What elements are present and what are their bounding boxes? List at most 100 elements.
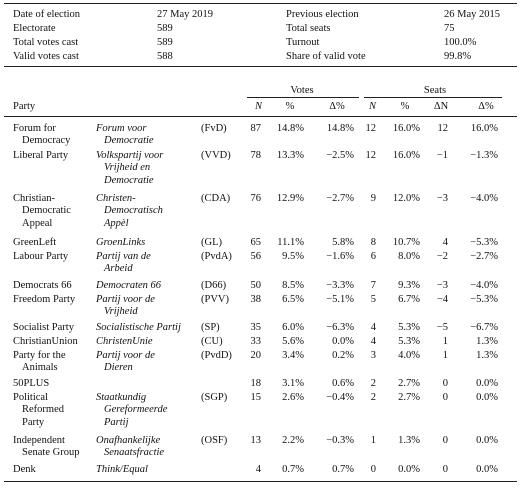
party-name: 50PLUS	[13, 378, 50, 389]
seats-percent: 2.7%	[398, 392, 420, 403]
native-party-name: Onafhankelijke	[96, 435, 161, 446]
party-abbreviation: (PvdD)	[201, 350, 232, 361]
seats-n: 4	[370, 336, 376, 347]
seats-percent: 0.0%	[398, 464, 420, 475]
summary-label: Total votes cast	[13, 37, 79, 48]
seats-change-percent: −5.3%	[470, 294, 498, 305]
seats-change-percent: 0.0%	[476, 435, 498, 446]
party-name: Freedom Party	[13, 294, 76, 305]
seats-change-percent: −5.3%	[470, 237, 498, 248]
votes-percent: 0.7%	[282, 464, 304, 475]
party-name: Democracy	[22, 135, 71, 147]
native-party-name: Gereformeerde	[104, 404, 168, 416]
seats-change-n: 4	[442, 237, 448, 248]
party-name: Senate Group	[22, 447, 80, 459]
votes-change: −0.3%	[326, 435, 354, 446]
party-abbreviation: (VVD)	[201, 150, 231, 161]
votes-percent: 6.0%	[282, 322, 304, 333]
party-name: Democratic	[22, 205, 71, 217]
seats-percent: 16.0%	[392, 150, 420, 161]
native-party-name: Volkspartij voor	[96, 150, 164, 161]
summary-label: Date of election	[13, 9, 81, 20]
votes-n: 50	[250, 280, 262, 291]
votes-n: 65	[250, 237, 262, 248]
native-party-name: ChristenUnie	[96, 336, 153, 347]
summary-label: Share of valid vote	[286, 51, 366, 62]
seats-group-rule	[364, 97, 502, 98]
party-name: Liberal Party	[13, 150, 69, 161]
votes-change: 14.8%	[326, 123, 354, 134]
party-name: Animals	[22, 362, 58, 374]
party-name: Party	[22, 416, 45, 428]
votes-n: 15	[250, 392, 262, 403]
seats-n: 8	[370, 237, 376, 248]
votes-change: −2.7%	[326, 193, 354, 204]
seats-change-percent: −4.0%	[470, 193, 498, 204]
seats-change-n: 12	[437, 123, 449, 134]
seats-change-percent: 0.0%	[476, 464, 498, 475]
native-party-name: Staatkundig	[96, 392, 147, 403]
votes-percent: 8.5%	[282, 280, 304, 291]
seats-percent: 6.7%	[398, 294, 420, 305]
native-party-name: Socialistische Partij	[96, 322, 181, 333]
summary-label: Electorate	[13, 23, 56, 34]
native-party-name: Appèl	[104, 217, 129, 229]
summary-label: Valid votes cast	[13, 51, 79, 62]
table-bottom-rule	[4, 481, 517, 482]
votes-change: −2.5%	[326, 150, 354, 161]
votes-percent: 3.4%	[282, 350, 304, 361]
party-abbreviation: (SP)	[201, 322, 220, 333]
seats-percent: 2.7%	[398, 378, 420, 389]
native-party-name: Vrijheid	[104, 306, 138, 318]
native-party-name: Partij voor de	[96, 350, 155, 361]
seats-n: 4	[370, 322, 376, 333]
native-party-name: Partij	[104, 416, 129, 428]
seats-n: 12	[365, 150, 377, 161]
column-header-votes-n: N	[254, 101, 262, 112]
votes-percent: 5.6%	[282, 336, 304, 347]
votes-percent: 3.1%	[282, 378, 304, 389]
votes-change: 0.0%	[332, 336, 354, 347]
summary-value: 99.8%	[444, 51, 472, 62]
summary-value: 75	[444, 23, 455, 34]
native-party-name: Vrijheid en	[104, 162, 151, 174]
seats-percent: 4.0%	[398, 350, 420, 361]
seats-change-n: −5	[436, 322, 448, 333]
native-party-name: Christen-	[96, 193, 136, 204]
votes-percent: 2.6%	[282, 392, 304, 403]
seats-percent: 1.3%	[398, 435, 420, 446]
votes-change: −6.3%	[326, 322, 354, 333]
party-abbreviation: (SGP)	[201, 392, 228, 403]
votes-n: 87	[250, 123, 262, 134]
header-bottom-rule	[4, 116, 517, 117]
native-party-name: Dieren	[104, 362, 133, 374]
party-abbreviation: (OSF)	[201, 435, 228, 446]
party-name: ChristianUnion	[13, 336, 78, 347]
votes-change: 0.7%	[332, 464, 354, 475]
seats-n: 6	[370, 251, 376, 262]
native-party-name: Partij van de	[96, 251, 151, 262]
seats-n: 9	[370, 193, 376, 204]
votes-change: 5.8%	[332, 237, 354, 248]
seats-change-n: 0	[442, 378, 448, 389]
column-header-party: Party	[13, 101, 36, 112]
seats-percent: 9.3%	[398, 280, 420, 291]
votes-n: 56	[250, 251, 262, 262]
column-header-seats-change: ΔN	[433, 101, 449, 112]
votes-group-rule	[247, 97, 359, 98]
seats-n: 7	[370, 280, 376, 291]
seats-percent: 5.3%	[398, 322, 420, 333]
summary-bottom-rule	[4, 66, 517, 67]
seats-change-n: 0	[442, 464, 448, 475]
party-name: Independent	[13, 435, 65, 446]
seats-n: 0	[370, 464, 376, 475]
party-abbreviation: (PvdA)	[201, 251, 232, 262]
votes-n: 13	[250, 435, 262, 446]
seats-change-n: −3	[436, 193, 448, 204]
seats-change-percent: −6.7%	[470, 322, 498, 333]
seats-change-percent: −1.3%	[470, 150, 498, 161]
seats-change-n: 0	[442, 435, 448, 446]
votes-percent: 2.2%	[282, 435, 304, 446]
seats-n: 1	[370, 435, 376, 446]
